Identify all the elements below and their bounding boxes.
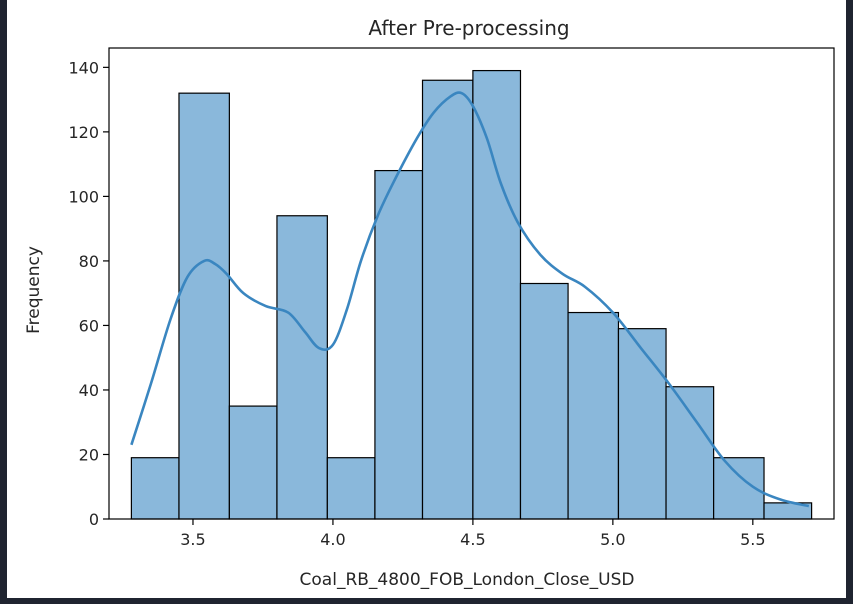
histogram-bar	[665, 386, 715, 520]
y-tick-label: 120	[68, 123, 99, 142]
chart-figure: After Pre-processing 3.5 4.0 4.5 5.0 5.5 0 20…	[7, 0, 846, 598]
histogram-bar	[326, 457, 376, 520]
histogram-bar	[472, 69, 522, 520]
y-tick-label: 0	[89, 510, 99, 529]
plot-frame	[108, 47, 835, 520]
x-tick-label: 3.5	[180, 530, 205, 549]
y-tick-label: 20	[79, 445, 99, 464]
y-axis-ticks: 0 20 40 60 80 100 120 140	[68, 58, 109, 529]
y-tick-label: 40	[79, 381, 99, 400]
histogram-bar	[617, 328, 667, 520]
y-tick-label: 80	[79, 252, 99, 271]
y-tick-label: 100	[68, 187, 99, 206]
x-axis-ticks: 3.5 4.0 4.5 5.0 5.5	[180, 519, 766, 549]
y-tick-label: 60	[79, 316, 99, 335]
y-tick-label: 140	[68, 58, 99, 77]
histogram-bar	[374, 169, 424, 520]
kde-curve	[130, 91, 810, 508]
y-axis-label: Frequency	[24, 246, 44, 334]
histogram-bar	[567, 311, 620, 520]
bars-group	[130, 69, 813, 520]
x-tick-label: 4.5	[460, 530, 485, 549]
histogram-bar	[421, 79, 474, 520]
histogram-chart: After Pre-processing 3.5 4.0 4.5 5.0 5.5 0 20…	[24, 16, 835, 590]
histogram-bar	[178, 92, 230, 520]
x-tick-label: 5.0	[600, 530, 625, 549]
histogram-bar	[228, 405, 278, 520]
x-tick-label: 5.5	[740, 530, 765, 549]
histogram-bar	[519, 282, 569, 520]
x-axis-label: Coal_RB_4800_FOB_London_Close_USD	[300, 570, 635, 590]
histogram-bar	[130, 457, 180, 520]
x-tick-label: 4.0	[320, 530, 345, 549]
histogram-bar	[276, 215, 328, 520]
chart-title: After Pre-processing	[368, 16, 569, 40]
